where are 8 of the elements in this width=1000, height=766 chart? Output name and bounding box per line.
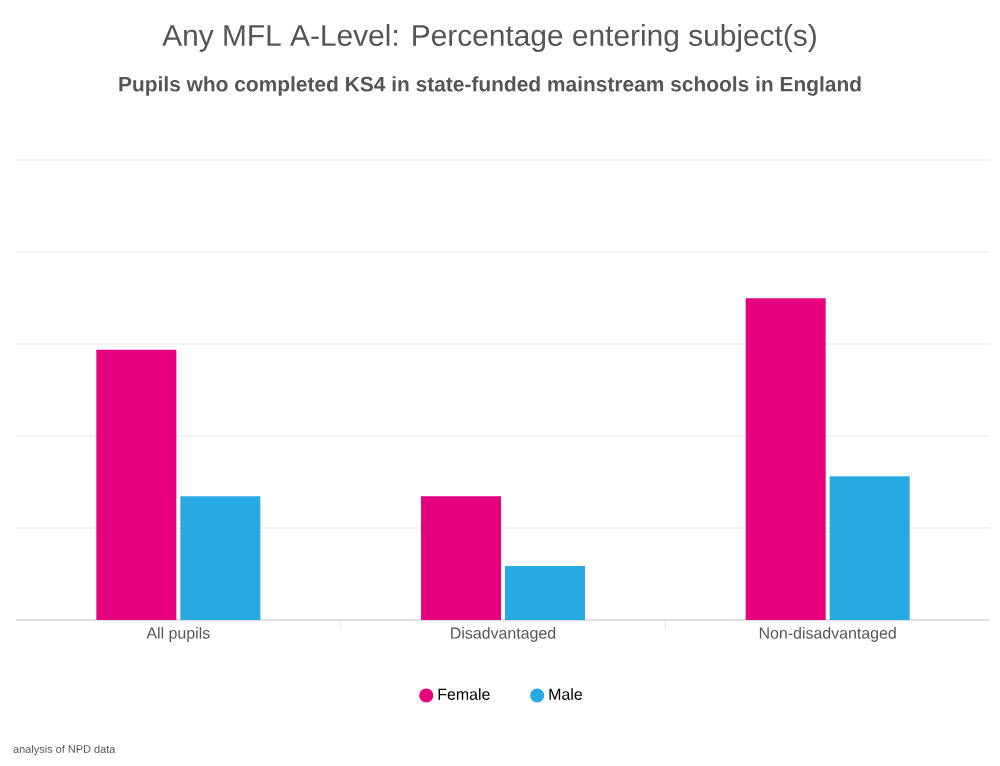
bar — [96, 349, 177, 620]
bar — [504, 565, 585, 620]
chart-title: Any MFL A-Level: Percentage entering subject(s) — [162, 24, 816, 52]
bar — [421, 496, 502, 620]
chart-subtitle: Pupils who completed KS4 in state-funded mainstream schools in England — [119, 76, 861, 96]
bar — [745, 298, 826, 620]
bar — [829, 476, 910, 620]
bar — [180, 496, 261, 620]
